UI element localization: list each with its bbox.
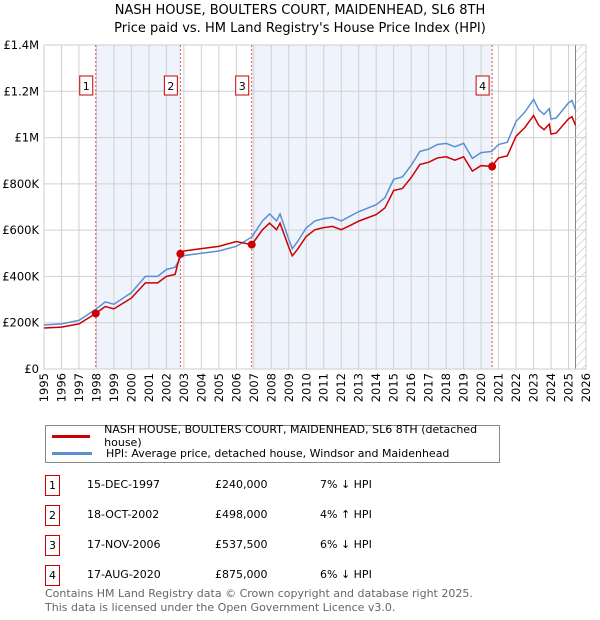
sale-price: £240,000 bbox=[215, 478, 268, 491]
x-tick-label: 2002 bbox=[159, 373, 173, 402]
chart-subtitle: Price paid vs. HM Land Registry's House … bbox=[114, 21, 486, 36]
sale-price: £537,500 bbox=[215, 538, 268, 551]
x-tick-label: 2004 bbox=[194, 373, 208, 402]
sale-point bbox=[91, 309, 100, 318]
x-tick-label: 2026 bbox=[579, 373, 593, 402]
footer-copyright: Contains HM Land Registry data © Crown c… bbox=[45, 587, 473, 600]
y-tick-label: £1.2M bbox=[3, 84, 39, 98]
y-tick-label: £1.4M bbox=[3, 38, 39, 52]
sale-marker-box bbox=[79, 75, 94, 96]
sale-hpi-diff: 7% ↓ HPI bbox=[320, 478, 372, 491]
sale-marker-number: 3 bbox=[239, 80, 246, 93]
sale-hpi-diff: 6% ↓ HPI bbox=[320, 538, 372, 551]
x-tick-label: 1996 bbox=[54, 373, 68, 402]
legend: NASH HOUSE, BOULTERS COURT, MAIDENHEAD, … bbox=[45, 423, 500, 463]
y-tick-label: £800K bbox=[2, 177, 39, 191]
y-tick-label: £1M bbox=[14, 131, 39, 145]
x-tick-label: 2014 bbox=[369, 373, 383, 402]
y-tick-label: £200K bbox=[2, 316, 39, 330]
sale-marker-box bbox=[163, 75, 178, 96]
x-tick-label: 2011 bbox=[317, 373, 331, 402]
sale-hpi-diff: 6% ↓ HPI bbox=[320, 568, 372, 581]
x-tick-label: 2000 bbox=[124, 373, 138, 402]
sale-number-badge: 2 bbox=[45, 505, 60, 526]
x-tick-label: 1997 bbox=[72, 373, 86, 402]
sale-price: £498,000 bbox=[215, 508, 268, 521]
x-tick-label: 2012 bbox=[334, 373, 348, 402]
x-tick-label: 2003 bbox=[177, 373, 191, 402]
x-tick-label: 2020 bbox=[474, 373, 488, 402]
sale-date: 18-OCT-2002 bbox=[87, 508, 160, 521]
x-tick-label: 2021 bbox=[492, 373, 506, 402]
x-tick-label: 1995 bbox=[37, 373, 51, 402]
hpi-line bbox=[43, 97, 577, 326]
sale-date: 17-NOV-2006 bbox=[87, 538, 161, 551]
sale-point bbox=[176, 249, 185, 258]
sale-date: 15-DEC-1997 bbox=[87, 478, 161, 491]
sale-marker-box bbox=[475, 75, 490, 96]
price-chart: 1995 1996 1997 1998 1999 2000 2001 2002 2003 2004… bbox=[2, 38, 593, 402]
footer-licence: This data is licensed under the Open Gov… bbox=[45, 601, 396, 614]
forecast-hatch bbox=[575, 45, 586, 369]
sale-point bbox=[247, 240, 256, 249]
property-price-line bbox=[43, 114, 577, 329]
x-tick-label: 2024 bbox=[544, 373, 558, 402]
sale-point bbox=[488, 162, 497, 171]
x-tick-label: 2001 bbox=[142, 373, 156, 402]
x-tick-label: 2017 bbox=[422, 373, 436, 402]
x-tick-label: 2022 bbox=[509, 373, 523, 402]
x-tick-label: 2010 bbox=[299, 373, 313, 402]
sale-number-badge: 3 bbox=[45, 535, 60, 556]
x-tick-label: 2008 bbox=[264, 373, 278, 402]
sale-price: £875,000 bbox=[215, 568, 268, 581]
x-tick-label: 2013 bbox=[352, 373, 366, 402]
x-tick-label: 1999 bbox=[107, 373, 121, 402]
sale-marker-number: 2 bbox=[167, 80, 174, 93]
y-tick-label: £600K bbox=[2, 223, 39, 237]
legend-swatch-property bbox=[52, 434, 91, 438]
x-tick-label: 2023 bbox=[527, 373, 541, 402]
x-tick-label: 1998 bbox=[89, 373, 103, 402]
legend-label-property: NASH HOUSE, BOULTERS COURT, MAIDENHEAD, … bbox=[104, 423, 478, 449]
legend-item-property: NASH HOUSE, BOULTERS COURT, MAIDENHEAD, … bbox=[52, 423, 499, 449]
sale-marker-number: 4 bbox=[479, 80, 486, 93]
sale-date: 17-AUG-2020 bbox=[87, 568, 161, 581]
x-tick-label: 2009 bbox=[282, 373, 296, 402]
x-tick-label: 2019 bbox=[457, 373, 471, 402]
legend-item-hpi: HPI: Average price, detached house, Wind… bbox=[52, 445, 449, 461]
chart-title: NASH HOUSE, BOULTERS COURT, MAIDENHEAD, … bbox=[114, 3, 486, 18]
sale-marker-box bbox=[235, 75, 250, 96]
x-tick-label: 2018 bbox=[439, 373, 453, 402]
sale-marker-number: 1 bbox=[83, 80, 90, 93]
sale-number-badge: 4 bbox=[45, 565, 60, 586]
x-tick-label: 2006 bbox=[229, 373, 243, 402]
sale-hpi-diff: 4% ↑ HPI bbox=[320, 508, 372, 521]
plot-border bbox=[43, 44, 587, 370]
legend-swatch-hpi bbox=[52, 451, 92, 455]
x-tick-label: 2025 bbox=[562, 373, 576, 402]
y-tick-label: £400K bbox=[2, 269, 39, 283]
legend-label-hpi: HPI: Average price, detached house, Wind… bbox=[106, 446, 450, 460]
x-tick-label: 2007 bbox=[247, 373, 261, 402]
sale-number-badge: 1 bbox=[45, 475, 60, 496]
x-tick-label: 2016 bbox=[404, 373, 418, 402]
x-tick-label: 2015 bbox=[387, 373, 401, 402]
x-tick-label: 2005 bbox=[212, 373, 226, 402]
y-tick-label: £0 bbox=[24, 362, 39, 376]
